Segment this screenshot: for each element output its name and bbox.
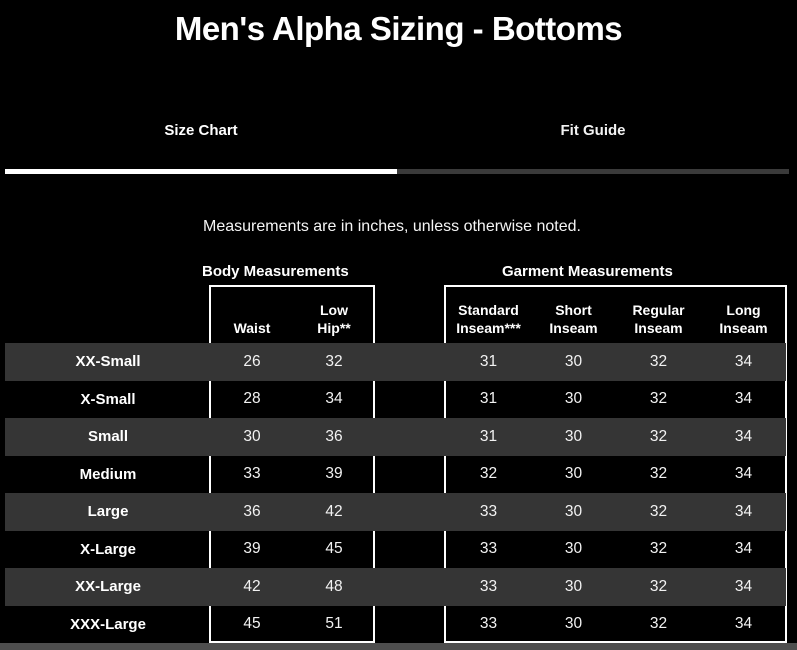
standard-inseam-cell: 33 [479,615,498,633]
long-inseam-cell: 34 [734,352,753,370]
regular-inseam-cell: 32 [649,577,668,595]
table-row-large: Large 36 42 33 30 32 34 [5,493,786,531]
column-header-standard-inseam: Standard Inseam*** [456,302,521,336]
standard-inseam-cell: 32 [479,465,498,483]
standard-inseam-cell: 31 [479,390,498,408]
standard-inseam-cell: 33 [479,502,498,520]
body-measurements-label: Body Measurements [202,263,349,280]
column-header-waist: Waist [233,319,271,336]
column-header-low-hip: Low Hip** [317,302,351,336]
low-hip-cell: 45 [325,540,343,558]
long-inseam-cell: 34 [734,427,753,445]
long-inseam-cell: 34 [734,465,753,483]
low-hip-cell: 32 [325,352,343,370]
waist-cell: 39 [243,540,261,558]
low-hip-cell: 39 [325,465,343,483]
units-note: Measurements are in inches, unless other… [203,218,581,235]
waist-cell: 33 [243,465,261,483]
long-inseam-cell: 34 [734,577,753,595]
column-header-long-inseam: Long Inseam [719,302,768,336]
size-cell: XX-Small [75,353,141,371]
low-hip-cell: 36 [325,427,343,445]
regular-inseam-cell: 32 [649,427,668,445]
waist-cell: 30 [243,427,261,445]
column-headers: Waist Low Hip** Standard Inseam*** Short… [211,287,786,341]
garment-measurements-label: Garment Measurements [502,263,673,280]
column-header-regular-inseam: Regular Inseam [632,302,685,336]
regular-inseam-cell: 32 [649,465,668,483]
column-header-short-inseam: Short Inseam [549,302,598,336]
table-row-x-small: X-Small 28 34 31 30 32 34 [5,381,786,419]
tab-bar: Size Chart Fit Guide [5,122,789,174]
standard-inseam-cell: 31 [479,427,498,445]
standard-inseam-cell: 31 [479,352,498,370]
regular-inseam-cell: 32 [649,502,668,520]
regular-inseam-cell: 32 [649,615,668,633]
regular-inseam-cell: 32 [649,352,668,370]
column-gap [375,337,446,341]
tab-size-chart-active-underline [5,169,397,174]
long-inseam-cell: 34 [734,540,753,558]
tab-size-chart-label: Size Chart [164,122,238,139]
short-inseam-cell: 30 [564,390,583,408]
short-inseam-cell: 30 [564,352,583,370]
regular-inseam-cell: 32 [649,390,668,408]
page-title: Men's Alpha Sizing - Bottoms [174,10,623,47]
low-hip-cell: 48 [325,577,343,595]
short-inseam-cell: 30 [564,615,583,633]
short-inseam-cell: 30 [564,465,583,483]
standard-inseam-cell: 33 [479,540,498,558]
short-inseam-cell: 30 [564,577,583,595]
long-inseam-cell: 34 [734,615,753,633]
regular-inseam-cell: 32 [649,540,668,558]
table-row-x-large: X-Large 39 45 33 30 32 34 [5,531,786,569]
waist-cell: 45 [243,615,261,633]
size-cell: Medium [79,465,137,483]
tab-fit-guide-underline [397,169,789,174]
tab-size-chart[interactable]: Size Chart [5,122,397,174]
waist-cell: 28 [243,390,261,408]
size-cell: X-Large [80,540,136,558]
waist-cell: 26 [243,352,261,370]
table-row-medium: Medium 33 39 32 30 32 34 [5,456,786,494]
low-hip-cell: 34 [325,390,343,408]
long-inseam-cell: 34 [734,502,753,520]
garment-measurements-box [444,285,787,643]
size-table: XX-Small 26 32 31 30 32 34 X-Small 28 34… [5,343,786,643]
waist-cell: 42 [243,577,261,595]
size-cell: Small [87,428,129,446]
low-hip-cell: 42 [325,502,343,520]
body-measurements-box [209,285,375,643]
size-cell: XX-Large [75,578,141,596]
tab-fit-guide[interactable]: Fit Guide [397,122,789,174]
short-inseam-cell: 30 [564,540,583,558]
size-cell: X-Small [80,390,136,408]
size-cell: XXX-Large [70,615,146,633]
short-inseam-cell: 30 [564,427,583,445]
waist-cell: 36 [243,502,261,520]
standard-inseam-cell: 33 [479,577,498,595]
table-row-xxx-large: XXX-Large 45 51 33 30 32 34 [5,606,786,644]
size-cell: Large [87,503,129,521]
low-hip-cell: 51 [325,615,343,633]
tab-fit-guide-label: Fit Guide [560,122,626,139]
horizontal-scrollbar[interactable] [0,643,797,650]
table-row-xx-large: XX-Large 42 48 33 30 32 34 [5,568,786,606]
long-inseam-cell: 34 [734,390,753,408]
table-row-small: Small 30 36 31 30 32 34 [5,418,786,456]
table-row-xx-small: XX-Small 26 32 31 30 32 34 [5,343,786,381]
short-inseam-cell: 30 [564,502,583,520]
